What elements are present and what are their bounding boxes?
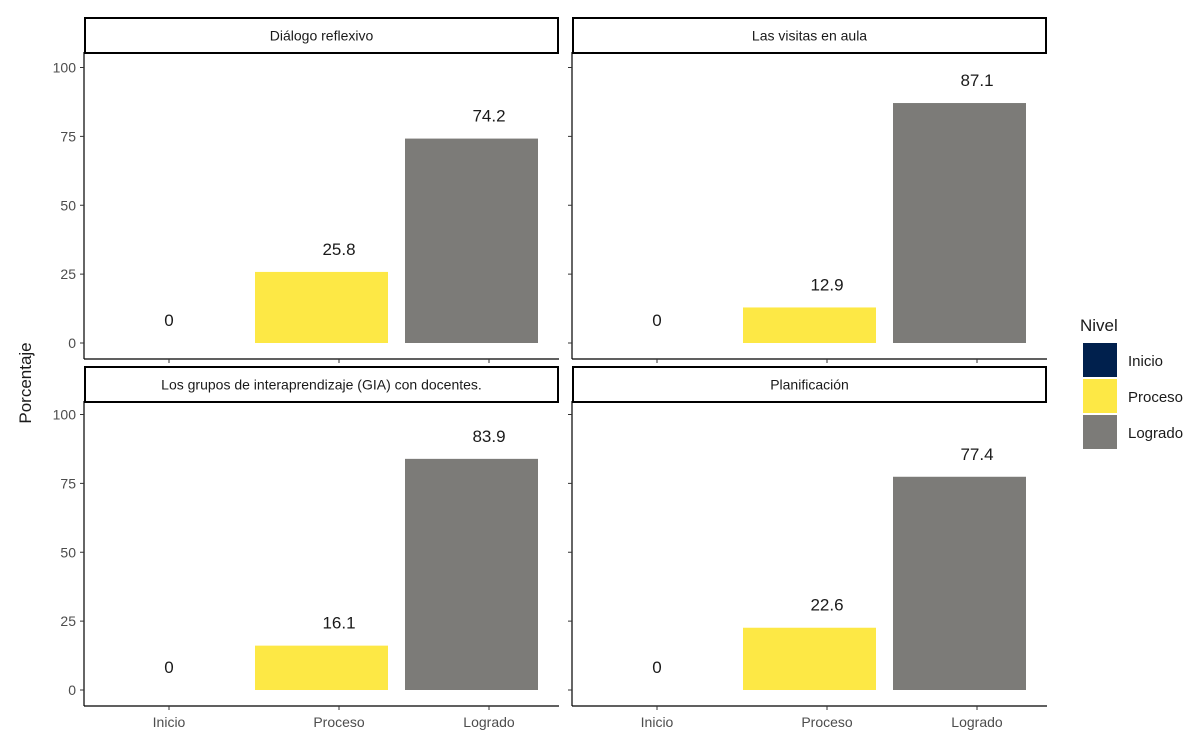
bar-proceso [255, 271, 388, 343]
x-tick-label: Proceso [801, 714, 853, 730]
y-tick-label: 100 [53, 60, 77, 76]
facet-title: Diálogo reflexivo [270, 28, 374, 44]
x-tick-label: Inicio [641, 714, 674, 730]
facet-panel: Los grupos de interaprendizaje (GIA) con… [53, 366, 559, 730]
legend-label: Inicio [1128, 353, 1163, 370]
legend-title: Nivel [1080, 316, 1118, 335]
legend-swatch [1083, 415, 1117, 449]
facet-strip [84, 366, 559, 403]
bar-logrado [893, 103, 1026, 344]
data-label: 0 [164, 311, 173, 330]
y-tick-label: 50 [60, 197, 76, 213]
facet-title: Las visitas en aula [752, 28, 867, 44]
facet-strip [84, 17, 559, 54]
y-tick-label: 25 [60, 266, 76, 282]
y-tick-label: 100 [53, 407, 77, 423]
bar-proceso [743, 627, 876, 690]
facet-panel: Diálogo reflexivo 0 25 50 75 100 0 25.8 74.2 [53, 17, 559, 363]
bar-logrado [405, 458, 538, 690]
y-tick-label: 0 [68, 682, 76, 698]
legend: Nivel Inicio Proceso Logrado [1080, 316, 1183, 449]
y-tick-label: 75 [60, 475, 76, 491]
y-tick-label: 75 [60, 128, 76, 144]
facet-strip [572, 366, 1047, 403]
facet-title: Planificación [770, 377, 849, 393]
facet-title: Los grupos de interaprendizaje (GIA) con… [161, 377, 482, 393]
data-label: 0 [652, 311, 661, 330]
legend-swatch [1083, 379, 1117, 413]
y-tick-label: 25 [60, 613, 76, 629]
data-label: 16.1 [322, 614, 355, 633]
legend-label: Proceso [1128, 389, 1183, 406]
data-label: 0 [164, 658, 173, 677]
y-tick-label: 50 [60, 544, 76, 560]
facet-panel: Las visitas en aula 0 12.9 87.1 [568, 17, 1047, 363]
legend-label: Logrado [1128, 425, 1183, 442]
bar-logrado [405, 138, 538, 343]
x-tick-label: Proceso [313, 714, 365, 730]
data-label: 22.6 [810, 596, 843, 615]
data-label: 83.9 [472, 427, 505, 446]
data-label: 25.8 [322, 240, 355, 259]
x-tick-label: Logrado [463, 714, 515, 730]
x-tick-label: Inicio [153, 714, 186, 730]
data-label: 74.2 [472, 107, 505, 126]
data-label: 12.9 [810, 275, 843, 294]
legend-swatch [1083, 343, 1117, 377]
data-label: 77.4 [960, 445, 993, 464]
y-tick-label: 0 [68, 335, 76, 351]
bar-proceso [743, 307, 876, 343]
facet-panel: Planificación 0 Inicio 22.6 Proceso 77.4 Logra… [568, 366, 1047, 730]
data-label: 87.1 [960, 71, 993, 90]
x-tick-label: Logrado [951, 714, 1003, 730]
bar-logrado [893, 476, 1026, 690]
y-axis-title: Porcentaje [16, 342, 35, 423]
data-label: 0 [652, 658, 661, 677]
facet-strip [572, 17, 1047, 54]
bar-proceso [255, 645, 388, 690]
